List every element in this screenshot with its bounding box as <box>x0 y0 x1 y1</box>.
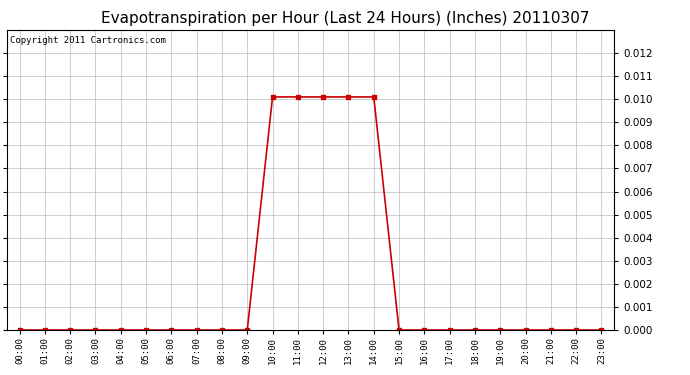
Text: Evapotranspiration per Hour (Last 24 Hours) (Inches) 20110307: Evapotranspiration per Hour (Last 24 Hou… <box>101 11 589 26</box>
Text: Copyright 2011 Cartronics.com: Copyright 2011 Cartronics.com <box>10 36 166 45</box>
